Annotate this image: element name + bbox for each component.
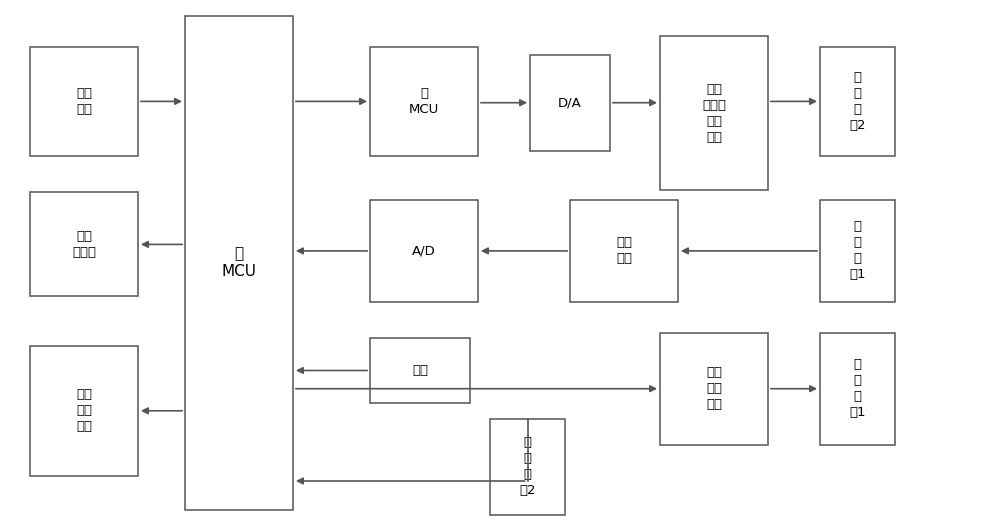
Bar bbox=[30, 346, 138, 476]
Bar bbox=[570, 200, 678, 302]
Text: 按键
电路: 按键 电路 bbox=[76, 87, 92, 116]
Bar bbox=[820, 200, 895, 302]
Text: 主
MCU: 主 MCU bbox=[222, 246, 256, 279]
Text: A/D: A/D bbox=[412, 244, 436, 257]
Bar bbox=[820, 333, 895, 445]
Text: 从
MCU: 从 MCU bbox=[409, 87, 439, 116]
Text: 电源: 电源 bbox=[412, 364, 428, 377]
Bar bbox=[490, 419, 565, 515]
Text: 状态
信号
电路: 状态 信号 电路 bbox=[76, 388, 92, 433]
Bar bbox=[30, 47, 138, 156]
Bar bbox=[185, 16, 293, 510]
Bar bbox=[370, 200, 478, 302]
Text: 输
入
接
口2: 输 入 接 口2 bbox=[519, 436, 536, 497]
Bar bbox=[30, 192, 138, 296]
Bar bbox=[660, 333, 768, 445]
Bar bbox=[820, 47, 895, 156]
Text: 三相
正弦波
输出
电路: 三相 正弦波 输出 电路 bbox=[702, 83, 726, 144]
Bar bbox=[370, 338, 470, 403]
Bar bbox=[530, 55, 610, 151]
Text: 输
出
接
口1: 输 出 接 口1 bbox=[849, 358, 866, 419]
Text: D/A: D/A bbox=[558, 96, 582, 109]
Text: 保护
电路: 保护 电路 bbox=[616, 237, 632, 265]
Text: 液晶
显示屏: 液晶 显示屏 bbox=[72, 230, 96, 259]
Bar bbox=[370, 47, 478, 156]
Bar bbox=[660, 36, 768, 190]
Text: 方波
输出
电路: 方波 输出 电路 bbox=[706, 366, 722, 411]
Text: 输
入
接
口1: 输 入 接 口1 bbox=[849, 220, 866, 281]
Text: 输
出
接
口2: 输 出 接 口2 bbox=[849, 71, 866, 132]
